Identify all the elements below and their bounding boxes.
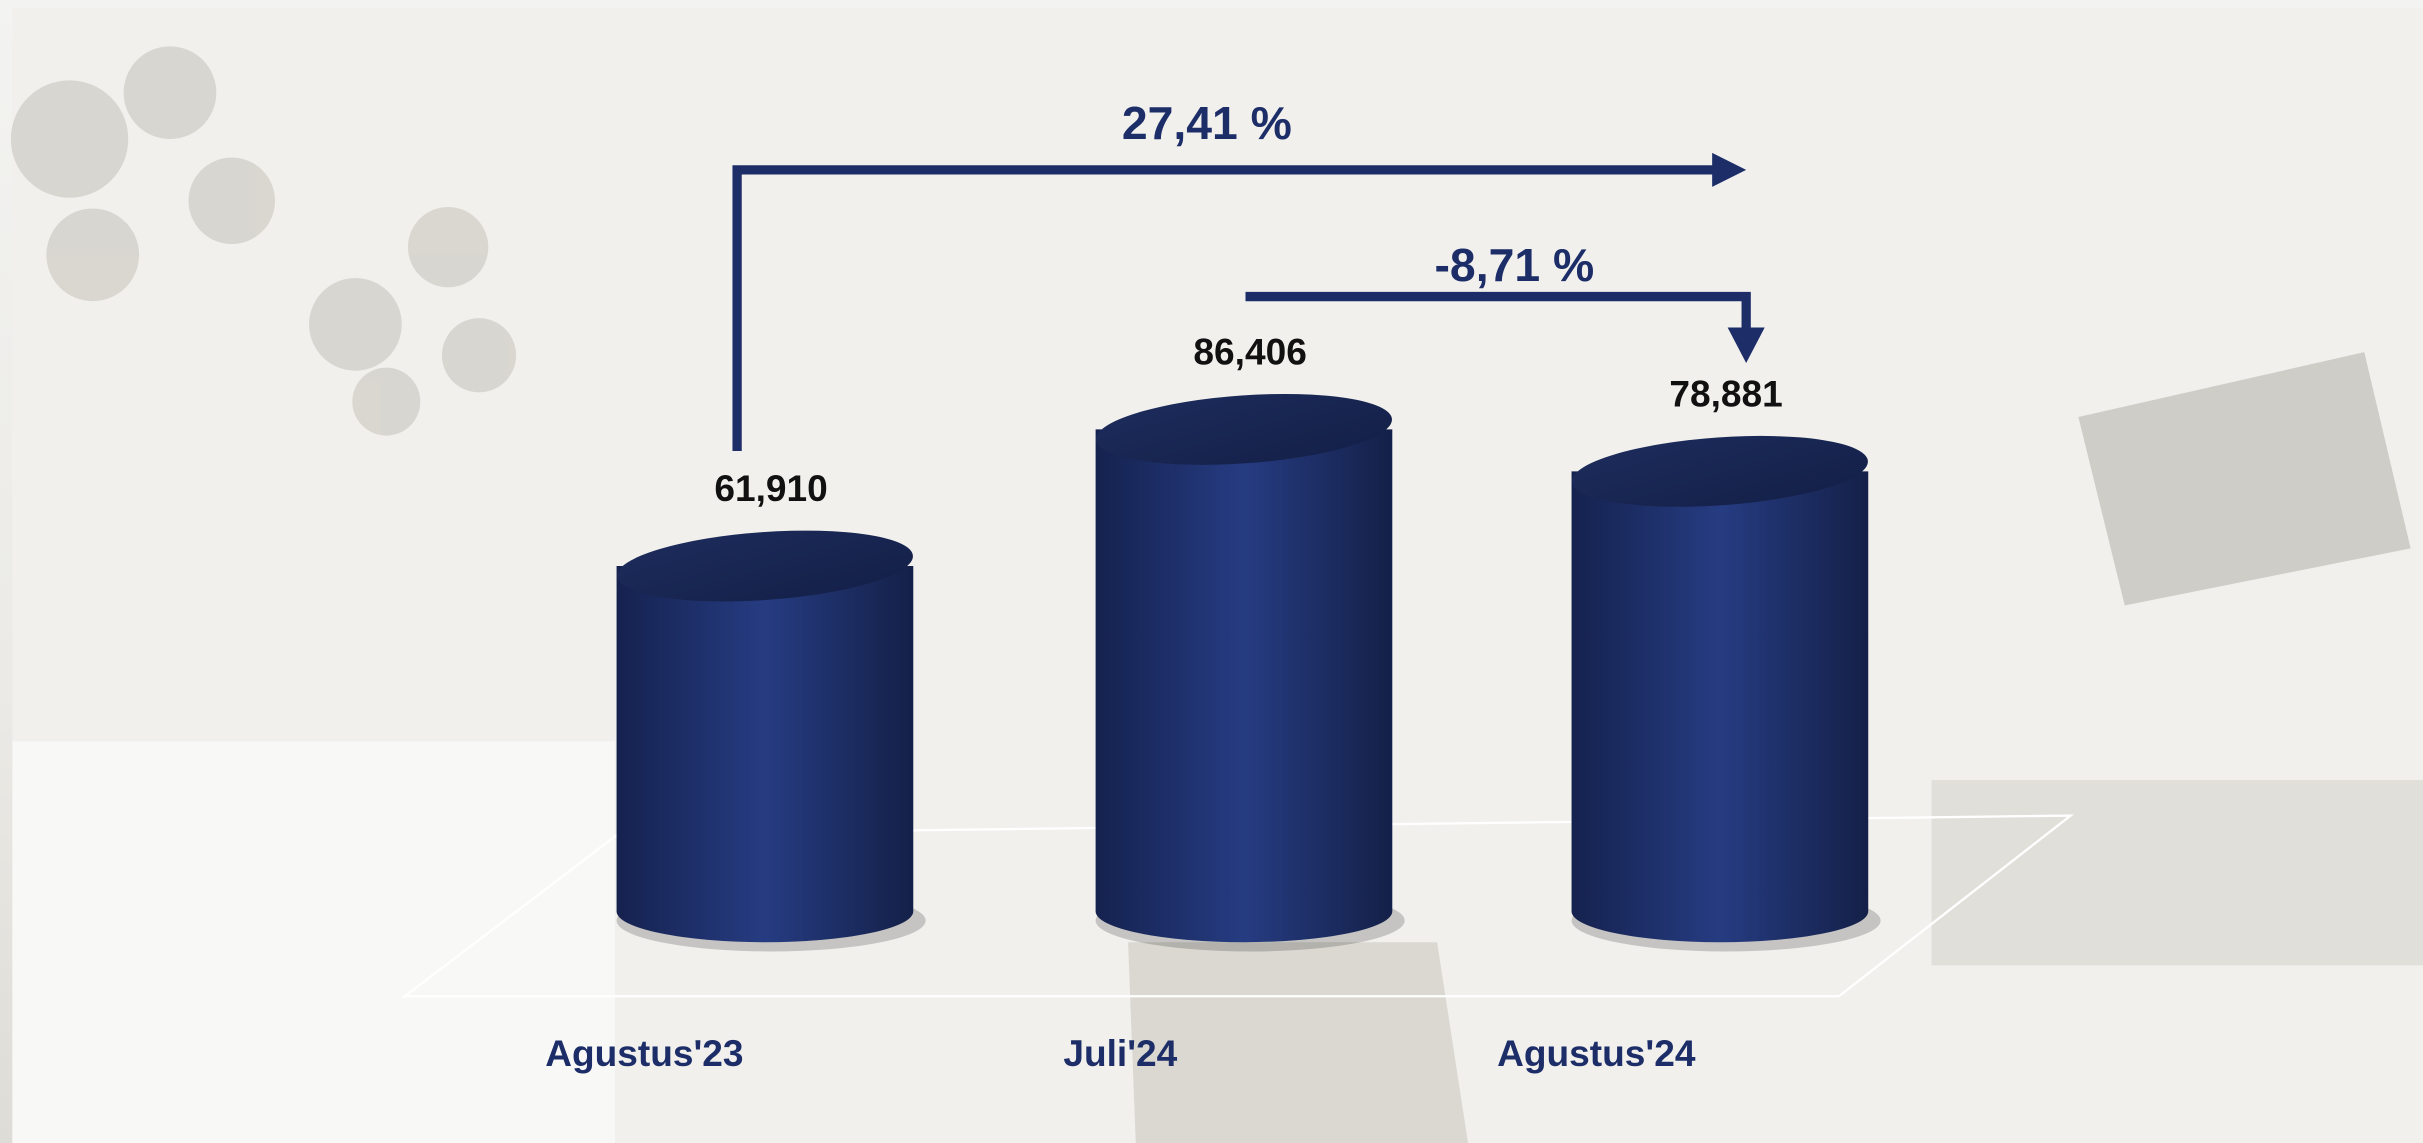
page: {"chart_data": {"type": "bar", "categori… (0, 0, 2423, 1143)
chart: 27,41 % -8,71 % 61,910 Agustus'23 86,406 Ju… (0, 0, 2423, 1143)
bar (1572, 471, 1869, 942)
bar (617, 566, 914, 942)
x-tick-label: Juli'24 (1063, 1032, 1177, 1074)
x-tick-label: Agustus'23 (545, 1032, 743, 1074)
bar (1096, 429, 1393, 942)
value-label: 61,910 (714, 467, 827, 509)
value-label: 86,406 (1193, 331, 1306, 373)
annotation: 27,41 % (1122, 97, 1292, 149)
annotation: -8,71 % (1435, 239, 1595, 291)
x-tick-label: Agustus'24 (1497, 1032, 1696, 1074)
value-label: 78,881 (1669, 373, 1782, 415)
